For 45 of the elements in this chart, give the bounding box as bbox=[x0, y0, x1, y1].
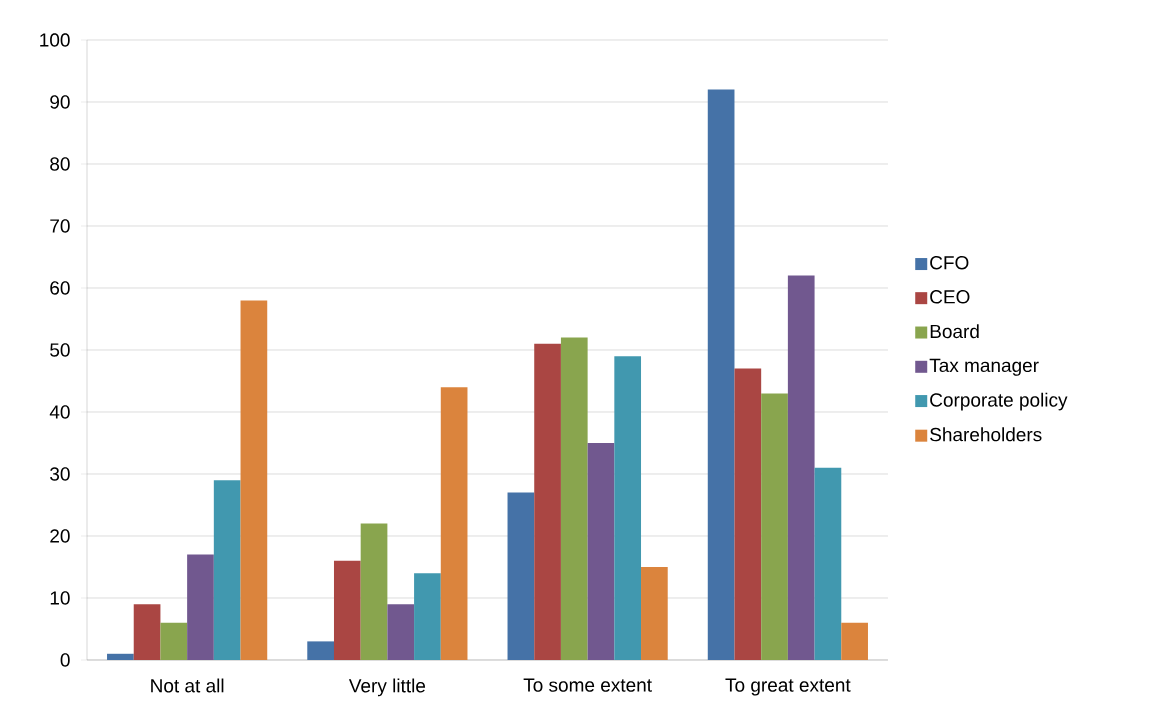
bar bbox=[614, 356, 642, 660]
legend-label: Board bbox=[930, 324, 979, 339]
y-tick-label: 20 bbox=[50, 529, 70, 543]
legend-label: Shareholders bbox=[930, 427, 1042, 442]
legend-label: Corporate policy bbox=[930, 392, 1068, 411]
bar bbox=[240, 300, 268, 660]
legend-label: CEO bbox=[930, 290, 970, 304]
bar bbox=[761, 393, 788, 660]
y-tick-label: 30 bbox=[50, 467, 70, 481]
y-tick-label: 0 bbox=[60, 653, 70, 667]
bar bbox=[560, 337, 588, 660]
y-tick-label: 10 bbox=[50, 591, 70, 605]
bar bbox=[707, 89, 735, 660]
bar bbox=[734, 368, 762, 660]
bar bbox=[534, 343, 561, 660]
y-tick-label: 80 bbox=[50, 157, 70, 171]
bar bbox=[507, 492, 535, 660]
x-tick-label: To great extent bbox=[725, 678, 851, 696]
bar bbox=[387, 604, 415, 660]
bar bbox=[814, 467, 842, 660]
y-tick-label: 40 bbox=[49, 405, 70, 419]
x-tick-label: Very little bbox=[348, 678, 426, 697]
bar bbox=[307, 641, 334, 660]
legend-label: CFO bbox=[930, 255, 969, 270]
y-tick-label: 70 bbox=[50, 219, 70, 233]
x-tick-label: To some extent bbox=[523, 678, 652, 692]
legend-label: Tax manager bbox=[929, 358, 1039, 376]
bar bbox=[587, 442, 615, 660]
y-tick-label: 60 bbox=[50, 281, 70, 295]
bar bbox=[333, 560, 361, 660]
bar bbox=[787, 275, 815, 660]
y-tick-label: 100 bbox=[40, 33, 70, 47]
bar bbox=[841, 622, 868, 660]
bar bbox=[107, 653, 134, 660]
bar bbox=[160, 622, 188, 660]
bar bbox=[360, 523, 388, 660]
bar bbox=[641, 566, 668, 660]
bar bbox=[213, 480, 241, 660]
bar bbox=[187, 554, 214, 660]
y-tick-label: 50 bbox=[50, 343, 70, 357]
bar bbox=[414, 573, 441, 660]
x-tick-label: Not at all bbox=[151, 678, 224, 693]
y-tick-label: 90 bbox=[50, 95, 70, 109]
bar bbox=[133, 604, 161, 660]
bar bbox=[440, 387, 468, 660]
